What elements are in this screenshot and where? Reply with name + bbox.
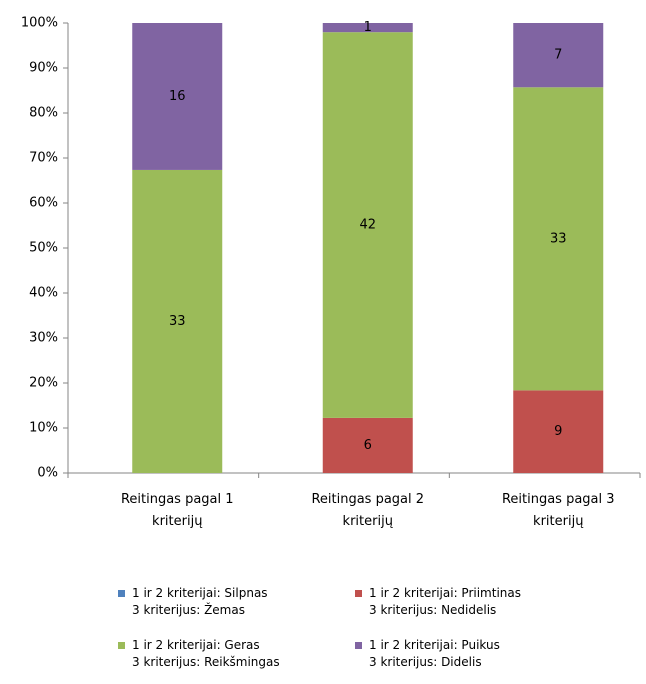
data-label: 42 (359, 218, 376, 233)
legend-swatch (355, 642, 362, 649)
legend-entry: 1 ir 2 kriterijai: Priimtinas 3 kriterij… (355, 585, 521, 619)
y-tick-label: 50% (29, 241, 58, 256)
x-tick-label: Reitingas pagal 3 kriterijų (501, 492, 615, 529)
y-tick-label: 0% (37, 466, 58, 481)
data-label: 7 (554, 48, 562, 63)
y-tick-label: 90% (29, 61, 58, 76)
legend-entry: 1 ir 2 kriterijai: Geras 3 kriterijus: R… (118, 637, 280, 671)
y-tick-label: 40% (29, 286, 58, 301)
bar-segment (513, 87, 604, 391)
y-tick-label: 70% (29, 151, 58, 166)
y-tick-label: 30% (29, 331, 58, 346)
bar-segment (132, 23, 223, 170)
data-label: 16 (169, 89, 186, 104)
y-tick-label: 60% (29, 196, 58, 211)
data-label: 6 (364, 438, 372, 453)
data-label: 33 (169, 314, 186, 329)
legend-swatch (118, 642, 125, 649)
bar-segment (322, 23, 413, 33)
y-tick-label: 100% (21, 16, 58, 31)
legend-entry: 1 ir 2 kriterijai: Puikus 3 kriterijus: … (355, 637, 500, 671)
y-tick-label: 80% (29, 106, 58, 121)
bar-segment (322, 417, 413, 473)
bar-segment (513, 390, 604, 473)
legend-swatch (355, 590, 362, 597)
data-label: 33 (550, 231, 567, 246)
y-tick-label: 20% (29, 376, 58, 391)
legend-swatch (118, 590, 125, 597)
bar-segment (322, 32, 413, 418)
x-tick-label: Reitingas pagal 2 kriterijų (311, 492, 425, 529)
data-label: 9 (554, 424, 562, 439)
data-label: 1 (364, 20, 372, 35)
legend-entry: 1 ir 2 kriterijai: Silpnas 3 kriterijus:… (118, 585, 268, 619)
bar-segment (513, 23, 604, 88)
y-tick-label: 10% (29, 421, 58, 436)
x-tick-label: Reitingas pagal 1 kriterijų (120, 492, 234, 529)
bar-segment (132, 169, 223, 473)
